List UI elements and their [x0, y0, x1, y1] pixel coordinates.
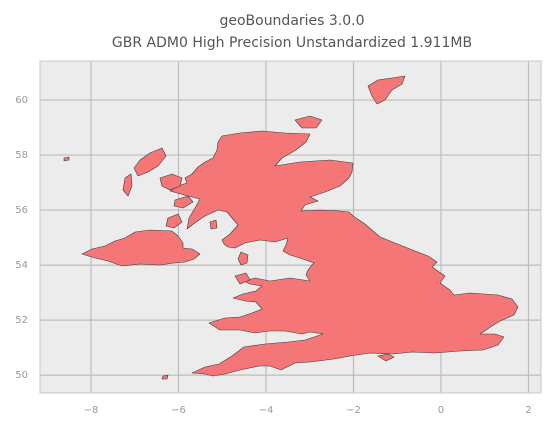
isle-of-man: [237, 251, 249, 266]
y-tick-label: 58: [15, 150, 28, 161]
st-kilda: [63, 156, 70, 162]
islay-jura: [165, 213, 183, 229]
lewis-harris: [133, 147, 167, 177]
y-tick-label: 50: [15, 370, 28, 381]
great-britain: [169, 130, 519, 377]
skye: [159, 173, 183, 191]
x-tick-label: 2: [525, 405, 531, 416]
y-tick-label: 56: [15, 205, 28, 216]
x-tick-label: −4: [259, 405, 274, 416]
uist: [122, 173, 133, 197]
y-tick-label: 60: [15, 95, 28, 106]
y-tick-label: 54: [15, 260, 28, 271]
northern-ireland: [81, 229, 201, 267]
shetland: [367, 75, 406, 105]
x-tick-label: −8: [84, 405, 99, 416]
orkney: [294, 115, 323, 129]
chart-title: geoBoundaries 3.0.0: [219, 13, 364, 29]
isle-of-wight: [377, 353, 395, 362]
anglesey: [234, 272, 251, 285]
x-tick-label: 0: [438, 405, 444, 416]
chart-subtitle: GBR ADM0 High Precision Unstandardized 1…: [112, 35, 472, 51]
arran: [209, 219, 218, 230]
scilly: [161, 374, 169, 380]
plot-frame: [39, 60, 542, 394]
mull: [173, 195, 194, 209]
country: [63, 75, 519, 380]
x-tick-label: −6: [171, 405, 186, 416]
y-tick-label: 52: [15, 315, 28, 326]
x-tick-label: −2: [346, 405, 361, 416]
